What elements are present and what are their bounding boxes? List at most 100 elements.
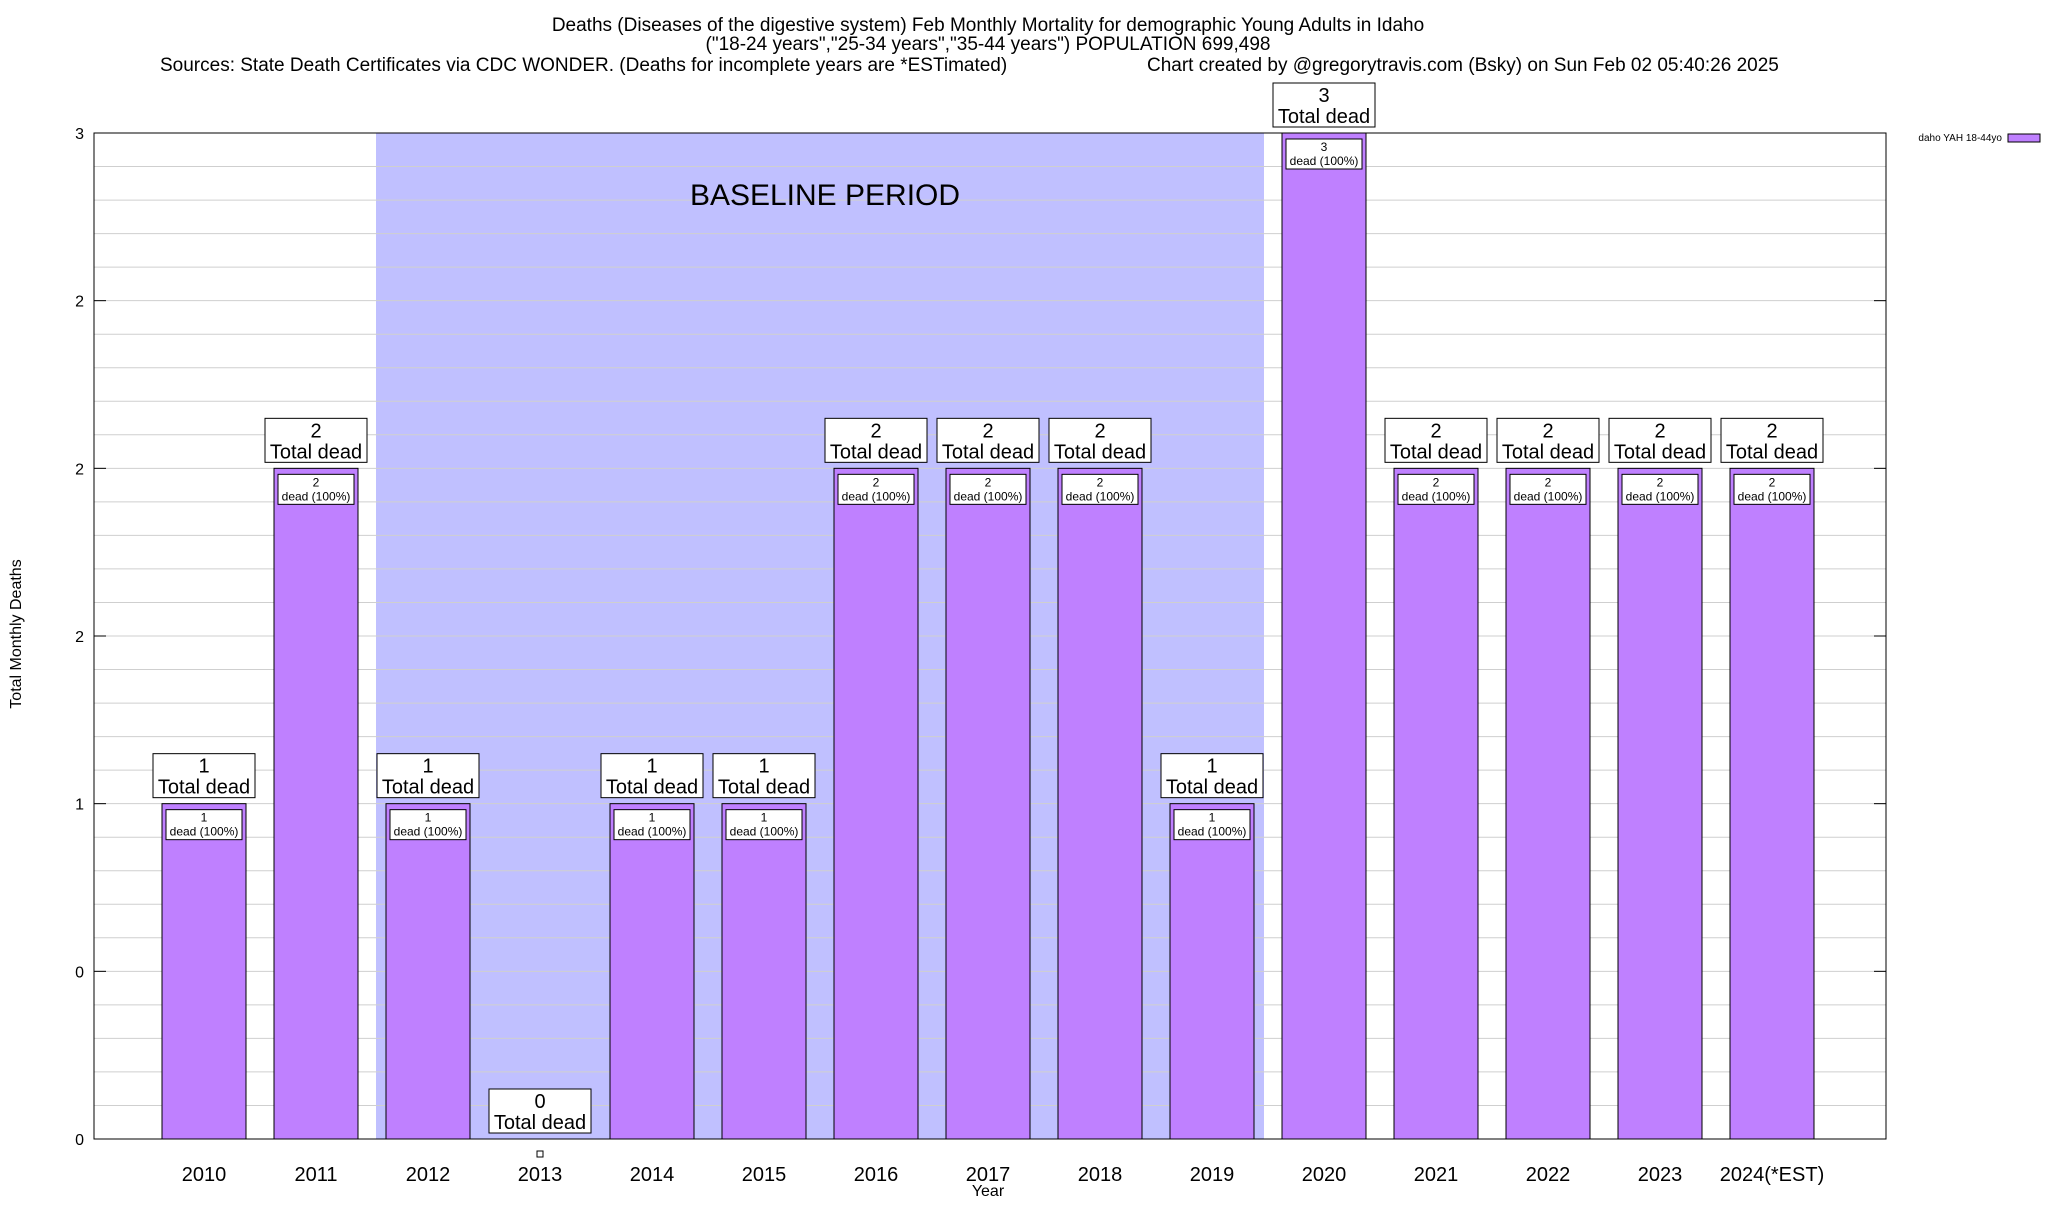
total-dead-value: 1: [646, 756, 657, 778]
total-dead-label: Total dead: [1278, 106, 1370, 128]
total-dead-value: 1: [758, 756, 769, 778]
bar: [1281, 132, 1367, 1140]
y-tick-label: 2: [75, 629, 84, 646]
y-tick-label: 2: [75, 294, 84, 311]
total-dead-label: Total dead: [1614, 441, 1706, 463]
x-tick-label: 2017: [966, 1164, 1011, 1186]
bar-inner-label-box: [1509, 473, 1587, 505]
bar-inner-value: 1: [425, 811, 432, 825]
chart-title: Deaths (Diseases of the digestive system…: [552, 15, 1424, 36]
bar-inner-value: 1: [201, 811, 208, 825]
bar-inner-label: dead (100%): [394, 825, 463, 839]
x-tick-label: 2021: [1414, 1164, 1459, 1186]
x-tick-label: 2019: [1190, 1164, 1235, 1186]
bar-inner-value: 2: [1545, 475, 1552, 489]
bar-inner-label-box: [389, 809, 467, 841]
bar-inner-label-box: [1173, 809, 1251, 841]
bar-inner-value: 2: [1657, 475, 1664, 489]
total-dead-value: 2: [1542, 420, 1553, 442]
bar-inner-value: 2: [313, 475, 320, 489]
x-tick-label: 2014: [630, 1164, 675, 1186]
legend-swatch: [2007, 133, 2041, 143]
bar: [1729, 467, 1815, 1140]
x-tick-label: 2016: [854, 1164, 899, 1186]
bar: [1057, 467, 1143, 1140]
bar: [1505, 467, 1591, 1140]
bar-inner-label-box: [1397, 473, 1475, 505]
total-dead-box: [376, 753, 480, 799]
total-dead-box: [712, 753, 816, 799]
chart-credit: Chart created by @gregorytravis.com (Bsk…: [1147, 55, 1779, 76]
total-dead-value: 2: [1654, 420, 1665, 442]
total-dead-box: [1160, 753, 1264, 799]
total-dead-box: [1496, 417, 1600, 463]
bar-inner-label: dead (100%): [954, 489, 1023, 503]
total-dead-value: 0: [534, 1091, 545, 1113]
y-tick-label: 0: [75, 1132, 84, 1149]
total-dead-label: Total dead: [494, 1112, 586, 1134]
total-dead-label: Total dead: [1390, 441, 1482, 463]
y-axis-title: Total Monthly Deaths: [8, 559, 25, 708]
bar: [161, 803, 247, 1140]
y-tick-label: 2: [75, 461, 84, 478]
x-tick-label: 2022: [1526, 1164, 1571, 1186]
bar-inner-label-box: [1733, 473, 1811, 505]
total-dead-value: 1: [422, 756, 433, 778]
bar-inner-value: 1: [1209, 811, 1216, 825]
bar-inner-label: dead (100%): [1178, 825, 1247, 839]
total-dead-label: Total dead: [718, 777, 810, 799]
bar-inner-label: dead (100%): [170, 825, 239, 839]
total-dead-box: [1048, 417, 1152, 463]
bar-inner-label-box: [165, 809, 243, 841]
total-dead-label: Total dead: [1502, 441, 1594, 463]
bar-inner-label: dead (100%): [282, 489, 351, 503]
bar-inner-value: 2: [1097, 475, 1104, 489]
zero-marker: [536, 1150, 544, 1158]
y-tick-label: 0: [75, 964, 84, 981]
total-dead-value: 1: [1206, 756, 1217, 778]
total-dead-label: Total dead: [1054, 441, 1146, 463]
bar-inner-label: dead (100%): [1402, 489, 1471, 503]
total-dead-box: [1384, 417, 1488, 463]
total-dead-box: [264, 417, 368, 463]
y-tick-label: 1: [75, 797, 84, 814]
bar: [385, 803, 471, 1140]
bar-inner-value: 2: [873, 475, 880, 489]
bar: [833, 467, 919, 1140]
y-tick-label: 3: [75, 126, 84, 143]
x-axis-title: Year: [972, 1183, 1005, 1200]
x-tick-label: 2013: [518, 1164, 563, 1186]
bar: [1393, 467, 1479, 1140]
bar-inner-label-box: [613, 809, 691, 841]
total-dead-label: Total dead: [1166, 777, 1258, 799]
bar-inner-label-box: [837, 473, 915, 505]
total-dead-box: [152, 753, 256, 799]
total-dead-box: [1272, 82, 1376, 128]
total-dead-label: Total dead: [942, 441, 1034, 463]
bar-inner-label-box: [277, 473, 355, 505]
baseline-period-label: BASELINE PERIOD: [690, 179, 960, 212]
bar: [273, 467, 359, 1140]
bar-inner-label: dead (100%): [1066, 489, 1135, 503]
bar-inner-label: dead (100%): [1738, 489, 1807, 503]
bar-inner-value: 1: [649, 811, 656, 825]
total-dead-value: 2: [1094, 420, 1105, 442]
x-tick-label: 2024(*EST): [1720, 1164, 1825, 1186]
bar: [609, 803, 695, 1140]
bar: [721, 803, 807, 1140]
legend-label: daho YAH 18-44yo: [1918, 133, 2002, 144]
total-dead-box: [1608, 417, 1712, 463]
total-dead-value: 2: [1430, 420, 1441, 442]
total-dead-label: Total dead: [382, 777, 474, 799]
plot-border: [93, 132, 1887, 1140]
bar-inner-label-box: [1061, 473, 1139, 505]
bar-inner-label: dead (100%): [1626, 489, 1695, 503]
bar-inner-label-box: [949, 473, 1027, 505]
total-dead-label: Total dead: [606, 777, 698, 799]
bar: [1169, 803, 1255, 1140]
x-tick-label: 2010: [182, 1164, 227, 1186]
total-dead-box: [600, 753, 704, 799]
total-dead-value: 2: [1766, 420, 1777, 442]
bar: [945, 467, 1031, 1140]
